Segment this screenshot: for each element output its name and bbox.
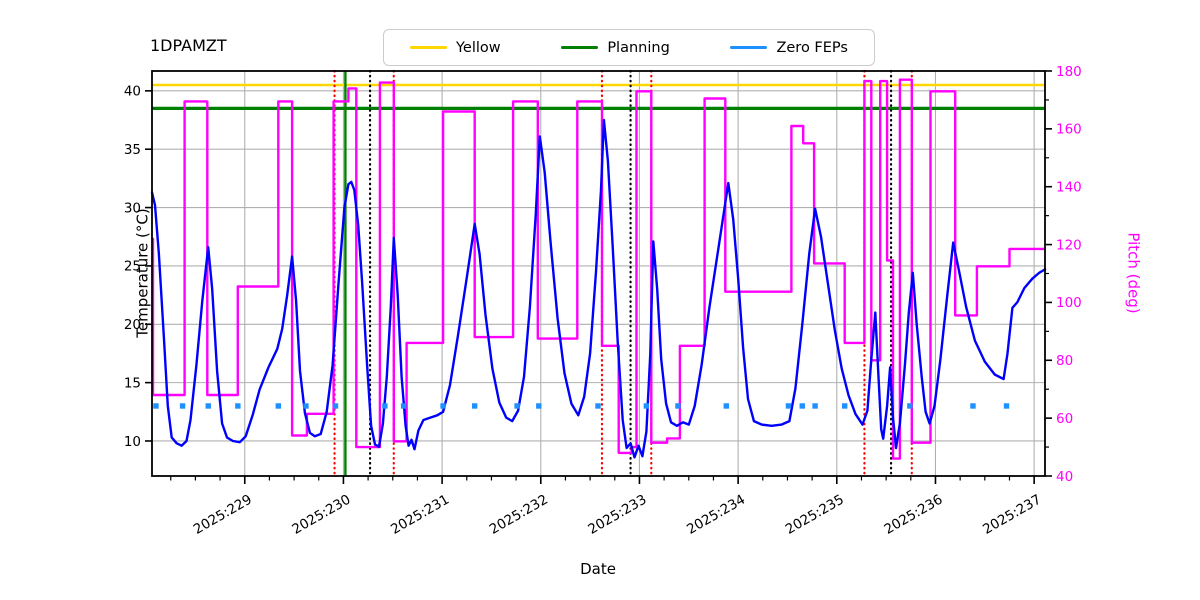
- zero-feps-marker: [675, 403, 681, 409]
- y-tick-label-pitch: 80: [1056, 353, 1073, 369]
- y-tick-label-pitch: 180: [1056, 64, 1082, 80]
- y-tick-label-temperature: 25: [124, 259, 141, 275]
- zero-feps-marker: [382, 403, 388, 409]
- legend-label: Zero FEPs: [776, 39, 848, 56]
- y-axis-label-temperature: Temperature (°C): [133, 208, 152, 338]
- x-tick-label: 2025:233: [585, 492, 649, 538]
- zero-feps-marker: [1003, 403, 1010, 409]
- y-tick-label-pitch: 140: [1056, 180, 1082, 196]
- legend-label: Planning: [607, 39, 670, 56]
- y-axis-right: 40 60 80 100 120 140 160 180: [1045, 64, 1082, 485]
- x-tick-label: 2025:232: [487, 492, 551, 538]
- limit-lines: [152, 83, 1045, 110]
- chart-title: 1DPAMZT: [150, 36, 227, 55]
- zero-feps-marker: [536, 403, 542, 409]
- legend-item-zero-feps: Zero FEPs: [730, 40, 848, 56]
- y-tick-label-temperature: 20: [124, 317, 141, 333]
- y-tick-label-temperature: 10: [124, 434, 141, 450]
- y-tick-label-pitch: 40: [1056, 469, 1073, 485]
- x-axis-label-date: Date: [580, 560, 616, 578]
- x-tick-label: 2025:235: [783, 492, 847, 538]
- x-tick-label: 2025:230: [289, 492, 353, 538]
- y-tick-label-temperature: 40: [124, 84, 141, 100]
- zero-feps-marker: [643, 403, 650, 409]
- zero-feps-marker: [799, 403, 805, 409]
- zero-feps-marker: [514, 403, 520, 409]
- y-tick-label-temperature: 15: [124, 375, 141, 391]
- legend-swatch-icon: [561, 45, 599, 50]
- zero-feps-marker: [785, 403, 792, 409]
- zero-feps-marker: [332, 403, 339, 409]
- zero-feps-marker: [907, 403, 913, 409]
- zero-feps-marker: [440, 403, 446, 409]
- y-axis-label-pitch: Pitch (deg): [1124, 232, 1143, 314]
- y-tick-label-pitch: 160: [1056, 122, 1082, 138]
- zero-feps-marker: [841, 403, 848, 409]
- zero-feps-marker: [970, 403, 976, 409]
- y-axis-left: 10 15 20 25 30 35 40: [124, 84, 152, 450]
- legend-item-yellow: Yellow: [410, 40, 501, 56]
- zero-feps-markers: [153, 403, 1010, 409]
- zero-feps-marker: [179, 403, 186, 409]
- legend-swatch-icon: [730, 45, 768, 50]
- pitch-line: [151, 78, 1045, 460]
- zero-feps-marker: [595, 403, 601, 409]
- x-tick-label: 2025:229: [191, 492, 255, 538]
- x-tick-label: 2025:231: [388, 492, 452, 538]
- zero-feps-marker: [812, 403, 818, 409]
- legend-swatch-icon: [410, 45, 447, 50]
- zero-feps-marker: [275, 403, 282, 409]
- legend: Yellow Planning Zero FEPs: [383, 29, 875, 66]
- y-tick-label-temperature: 30: [124, 200, 141, 216]
- legend-item-planning: Planning: [561, 39, 670, 56]
- y-tick-label-pitch: 100: [1056, 295, 1082, 311]
- zero-feps-marker: [723, 403, 729, 409]
- x-tick-label: 2025:236: [881, 492, 945, 538]
- legend-label: Yellow: [456, 39, 501, 56]
- temperature-line: [150, 118, 1047, 459]
- y-tick-label-temperature: 35: [124, 142, 141, 158]
- y-tick-label-pitch: 60: [1056, 411, 1073, 427]
- zero-feps-marker: [153, 403, 159, 409]
- x-tick-label: 2025:234: [684, 492, 748, 538]
- x-axis: 2025:229 2025:230 2025:231 2025:232 2025:233…: [170, 476, 1044, 538]
- zero-feps-marker: [471, 403, 478, 409]
- zero-feps-marker: [400, 403, 407, 409]
- zero-feps-marker: [235, 403, 241, 409]
- y-tick-label-pitch: 120: [1056, 237, 1082, 253]
- zero-feps-marker: [303, 403, 309, 409]
- zero-feps-marker: [205, 403, 211, 409]
- x-tick-label: 2025:237: [980, 492, 1044, 538]
